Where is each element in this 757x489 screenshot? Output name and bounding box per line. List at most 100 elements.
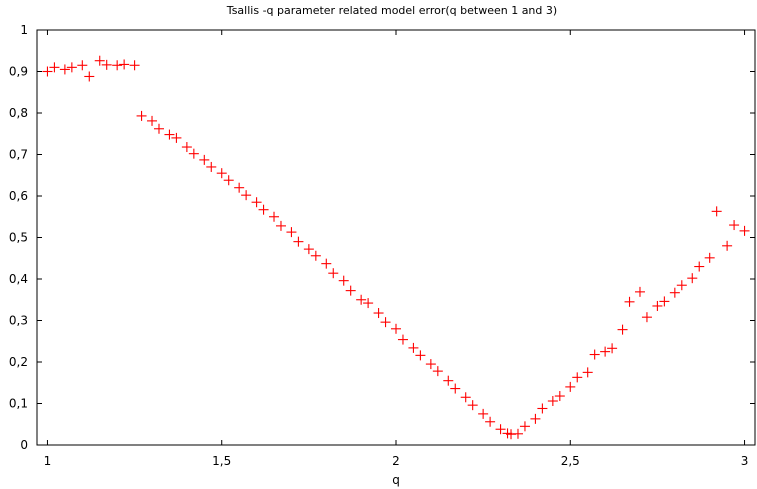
data-point <box>450 383 461 394</box>
data-point <box>84 71 95 82</box>
data-point <box>537 403 548 414</box>
data-point <box>363 298 374 309</box>
data-point <box>199 154 210 165</box>
data-point <box>293 236 304 247</box>
data-point <box>432 366 443 377</box>
data-point <box>206 161 217 172</box>
y-axis-ticks: 0 0,1 0,2 0,3 0,4 0,5 0,6 0,7 0,8 0,9 1 <box>9 23 755 452</box>
data-point <box>338 275 349 286</box>
data-point <box>565 381 576 392</box>
data-points <box>42 55 750 440</box>
data-point <box>617 324 628 335</box>
y-tick-label: 0,4 <box>9 272 28 286</box>
data-point <box>397 334 408 345</box>
data-point <box>321 258 332 269</box>
data-point <box>415 350 426 361</box>
data-point <box>164 129 175 140</box>
x-tick-label: 3 <box>741 454 749 468</box>
data-point <box>328 268 339 279</box>
y-tick-label: 0,7 <box>9 148 28 162</box>
data-point <box>530 413 541 424</box>
data-point <box>443 375 454 386</box>
data-point <box>495 424 506 435</box>
y-tick-label: 0 <box>20 438 28 452</box>
x-tick-label: 1,5 <box>212 454 231 468</box>
data-point <box>408 342 419 353</box>
data-point <box>147 115 158 126</box>
data-point <box>711 206 722 217</box>
x-axis-label: q <box>392 473 400 487</box>
data-point <box>467 400 478 411</box>
data-point <box>572 372 583 383</box>
data-point <box>652 300 663 311</box>
data-point <box>136 110 147 121</box>
x-tick-label: 1 <box>44 454 52 468</box>
data-point <box>519 421 530 432</box>
data-point <box>101 59 112 70</box>
y-tick-label: 0,2 <box>9 355 28 369</box>
x-tick-label: 2 <box>392 454 400 468</box>
data-point <box>729 220 740 231</box>
data-point <box>223 175 234 186</box>
data-point <box>634 286 645 297</box>
plot-frame <box>36 29 756 446</box>
data-point <box>216 168 227 179</box>
x-tick-label: 2,5 <box>561 454 580 468</box>
data-point <box>234 182 245 193</box>
data-point <box>460 392 471 403</box>
data-point <box>722 240 733 251</box>
y-tick-label: 0,8 <box>9 106 28 120</box>
data-point <box>286 227 297 238</box>
data-point <box>512 428 523 439</box>
y-tick-label: 0,1 <box>9 397 28 411</box>
data-point <box>478 408 489 419</box>
data-point <box>356 294 367 305</box>
y-tick-label: 0,6 <box>9 189 28 203</box>
data-point <box>59 64 70 75</box>
data-point <box>171 132 182 143</box>
data-point <box>669 287 680 298</box>
data-point <box>687 273 698 284</box>
data-point <box>94 55 105 66</box>
data-point <box>258 204 269 215</box>
y-tick-label: 0,3 <box>9 314 28 328</box>
data-point <box>303 244 314 255</box>
data-point <box>153 123 164 134</box>
data-point <box>269 211 280 222</box>
data-point <box>66 62 77 73</box>
data-point <box>425 359 436 370</box>
data-point <box>739 225 750 236</box>
data-point <box>42 66 53 77</box>
data-point <box>345 285 356 296</box>
data-point <box>275 220 286 231</box>
data-point <box>391 323 401 334</box>
data-point <box>582 367 593 378</box>
data-point <box>641 312 652 323</box>
y-tick-label: 0,5 <box>9 231 28 245</box>
data-point <box>119 59 130 70</box>
data-point <box>373 308 384 319</box>
data-point <box>659 296 670 307</box>
data-point <box>547 396 558 407</box>
data-point <box>704 252 715 263</box>
data-point <box>380 317 391 328</box>
data-point <box>181 142 192 153</box>
y-tick-label: 1 <box>20 23 28 37</box>
data-point <box>607 343 618 354</box>
data-point <box>310 250 321 261</box>
data-point <box>554 391 565 402</box>
data-point <box>77 60 88 71</box>
y-tick-label: 0,9 <box>9 65 28 79</box>
data-point <box>251 197 262 208</box>
data-point <box>485 416 496 427</box>
data-point <box>129 60 140 71</box>
data-point <box>589 349 600 360</box>
data-point <box>694 261 705 272</box>
data-point <box>600 346 611 357</box>
data-point <box>241 190 252 201</box>
chart-title: Tsallis -q parameter related model error… <box>226 4 557 17</box>
data-point <box>188 148 199 159</box>
data-point <box>49 62 60 73</box>
data-point <box>112 60 123 71</box>
